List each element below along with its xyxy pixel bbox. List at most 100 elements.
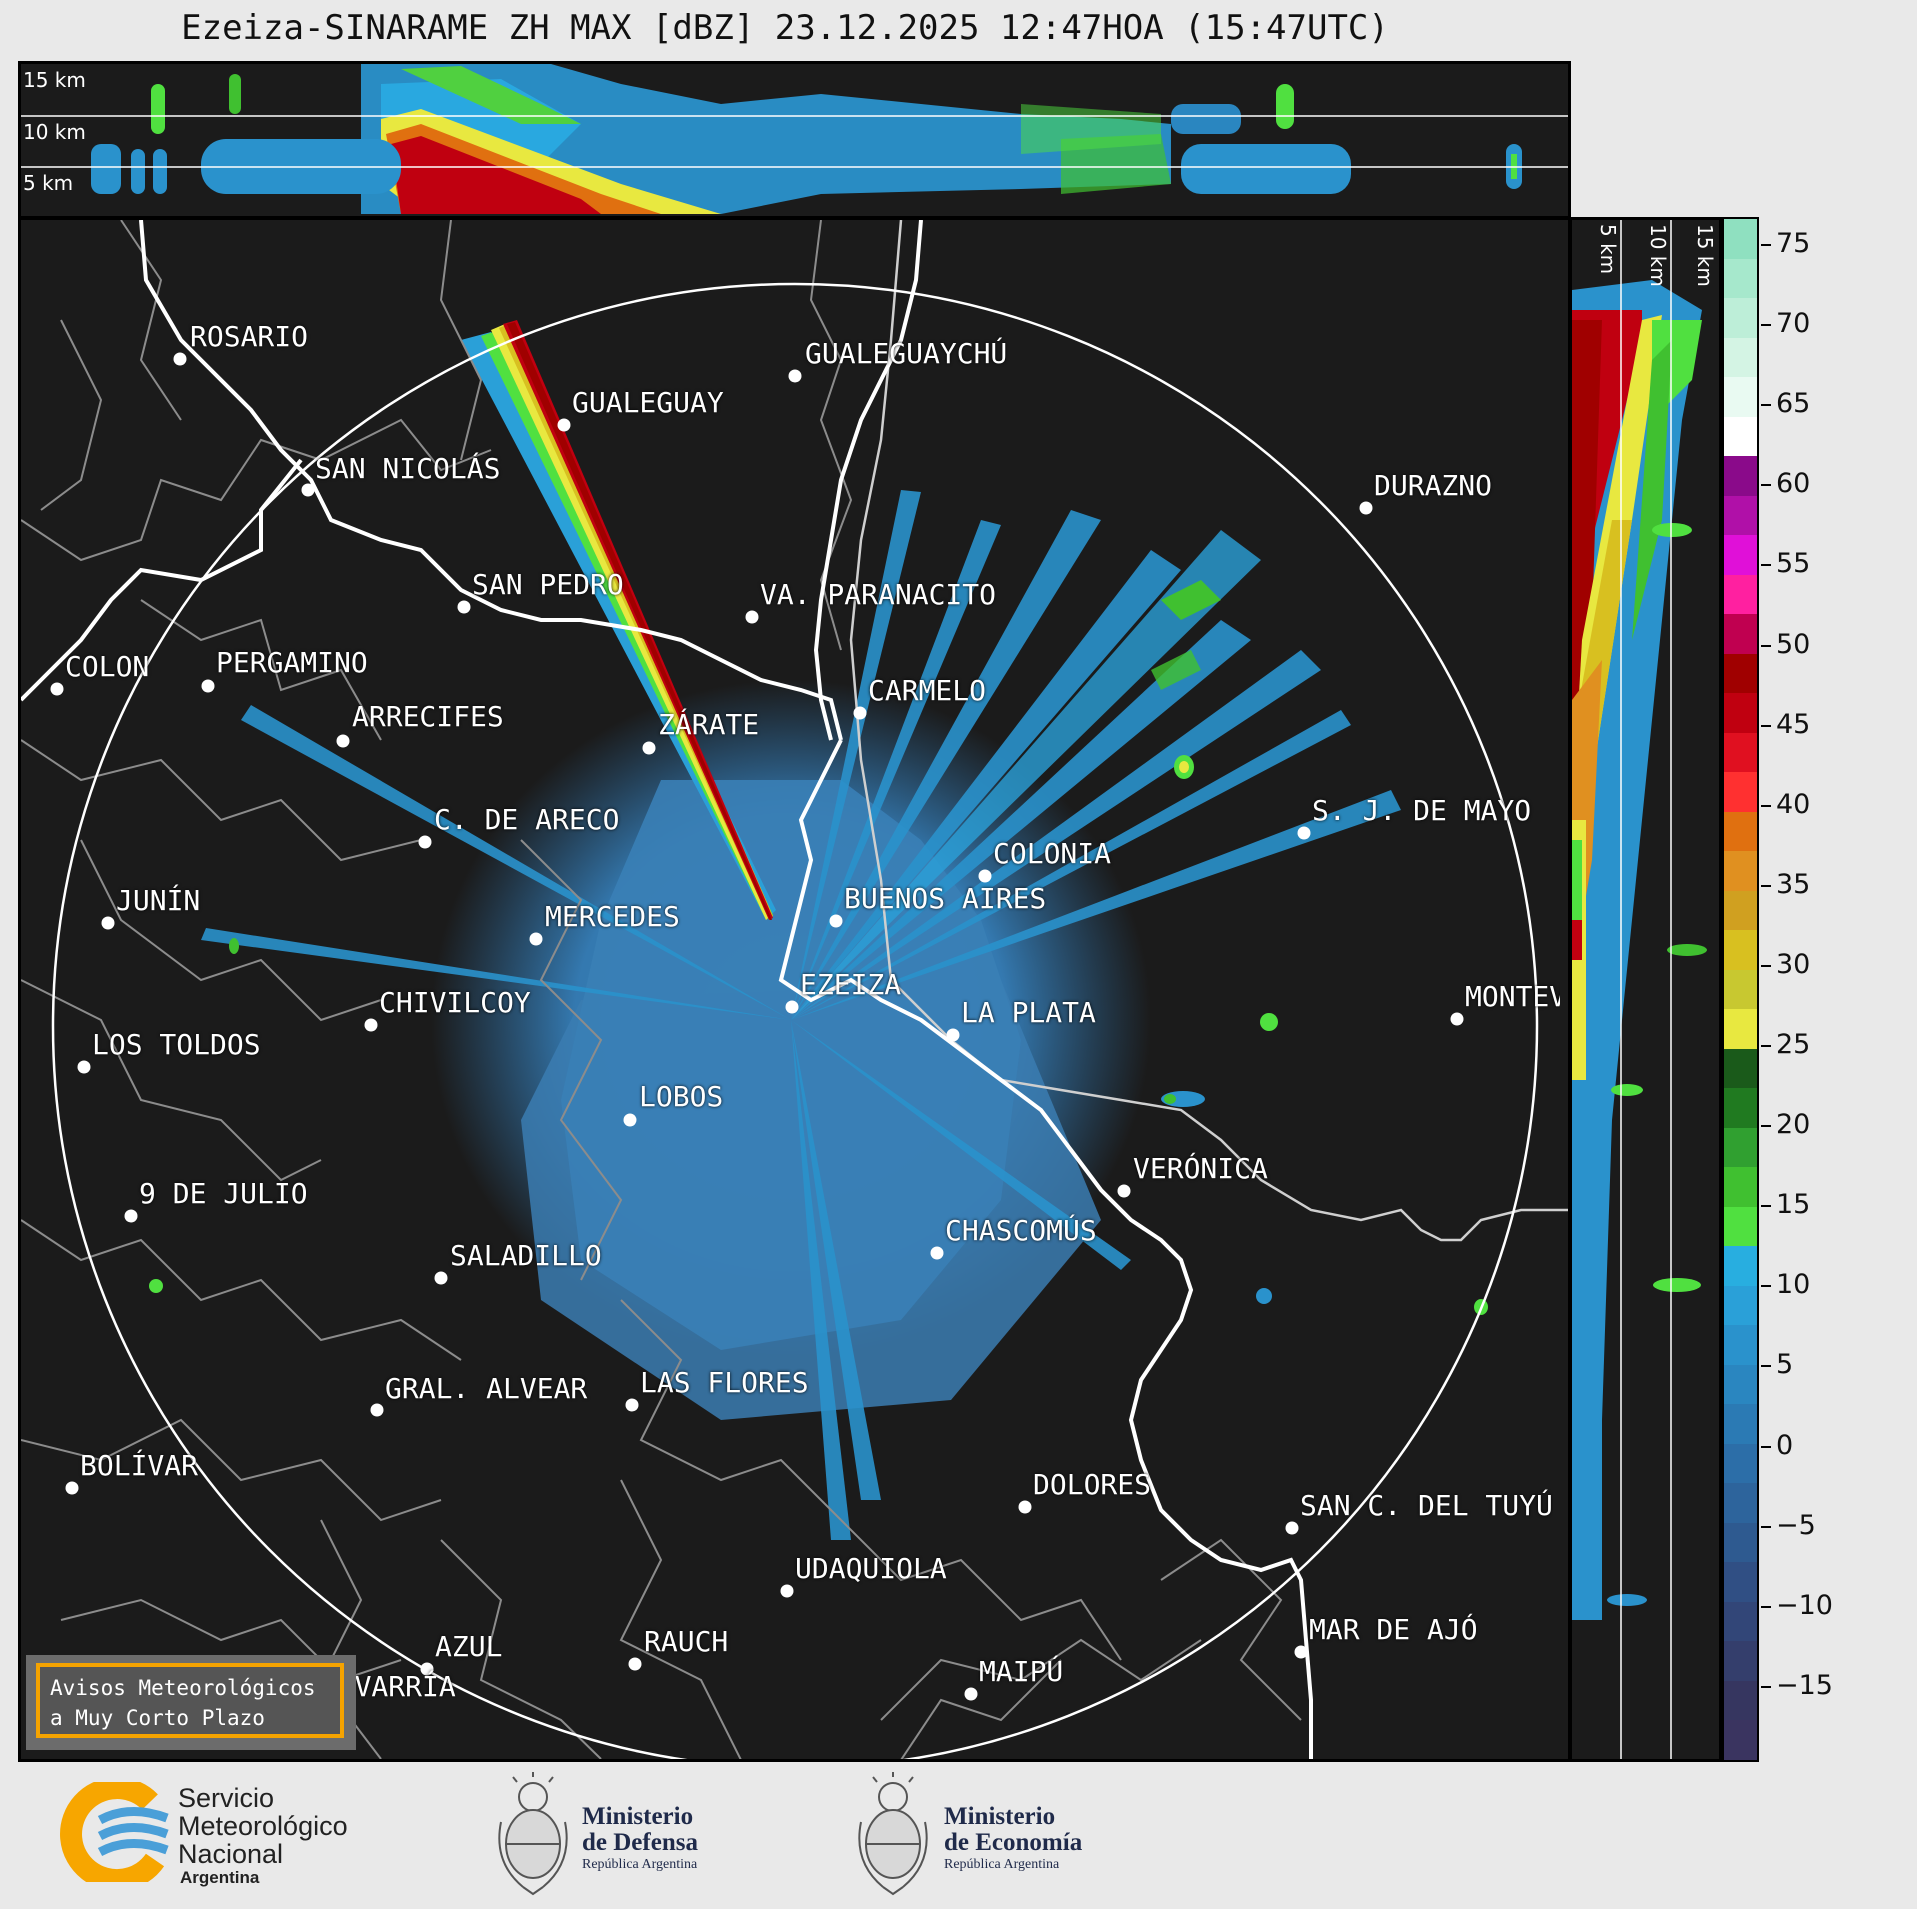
colorbar-segment — [1724, 1483, 1757, 1524]
colorbar-segment — [1724, 1562, 1757, 1603]
city-label: C. DE ARECO — [434, 803, 620, 836]
colorbar-segment — [1724, 1325, 1757, 1366]
city-label: CHIVILCOY — [379, 986, 531, 1019]
colorbar-segment — [1724, 772, 1757, 813]
city-marker — [370, 1403, 384, 1417]
city-marker — [745, 610, 759, 624]
right-cross-section-panel: 5 km 10 km 15 km — [1569, 217, 1722, 1762]
city-marker — [557, 418, 571, 432]
city-label: MAR DE AJÓ — [1309, 1613, 1478, 1646]
aviso-box[interactable]: Avisos Meteorológicos a Muy Corto Plazo — [36, 1663, 344, 1738]
right-height-label-5km: 5 km — [1596, 224, 1620, 275]
city-marker — [625, 1398, 639, 1412]
radar-map-panel: ROSARIO GUALEGUAYCHÚ GUALEGUAY SAN NICOLÁS D… — [18, 217, 1571, 1762]
reflectivity-field — [149, 320, 1488, 1540]
colorbar-segment — [1724, 1601, 1757, 1643]
height-label-10km: 10 km — [23, 120, 86, 144]
city-label: CHASCOMÚS — [945, 1214, 1097, 1247]
city-marker — [173, 352, 187, 366]
city-marker — [124, 1209, 138, 1223]
colorbar-tick — [1761, 1605, 1771, 1608]
city-marker — [785, 1000, 799, 1014]
city-label: COLON — [65, 650, 150, 683]
city-marker — [780, 1584, 794, 1598]
city-marker — [1297, 826, 1311, 840]
colorbar-tick — [1761, 244, 1771, 246]
city-marker — [978, 869, 992, 883]
defensa-name: Ministerio de Defensa República Argentin… — [582, 1803, 698, 1873]
colorbar-tick-label: 75 — [1776, 228, 1811, 259]
city-label: AZUL — [435, 1630, 503, 1663]
city-marker — [964, 1687, 978, 1701]
city-marker — [301, 483, 315, 497]
radar-map-svg — [21, 220, 1568, 1759]
colorbar-segment — [1724, 574, 1757, 616]
colorbar-segment — [1724, 337, 1757, 379]
city-label: ZÁRATE — [658, 708, 760, 741]
height-label-5km: 5 km — [23, 171, 74, 195]
city-marker — [1285, 1521, 1299, 1535]
colorbar-segment — [1724, 930, 1757, 971]
colorbar-tick — [1761, 564, 1771, 567]
economia-name: Ministerio de Economía República Argenti… — [944, 1803, 1083, 1873]
right-height-label-15km: 15 km — [1693, 224, 1717, 287]
city-marker — [853, 706, 867, 720]
colorbar-segment — [1724, 298, 1757, 339]
colorbar-tick-label: 45 — [1776, 708, 1811, 740]
top-cross-section-panel: 15 km 10 km 5 km — [18, 61, 1571, 219]
city-label: RAUCH — [644, 1625, 729, 1658]
colorbar-segment — [1724, 456, 1757, 497]
city-label: VERÓNICA — [1133, 1152, 1268, 1185]
page-title: Ezeiza-SINARAME ZH MAX [dBZ] 23.12.2025 … — [181, 8, 1389, 48]
colorbar-segment — [1724, 535, 1757, 576]
colorbar-tick-label: 40 — [1776, 788, 1811, 820]
right-cross-section-echoes — [1572, 220, 1707, 1759]
city-label: GUALEGUAYCHÚ — [805, 337, 1008, 370]
smn-name: Servicio Meteorológico Nacional Argentin… — [178, 1783, 348, 1887]
aviso-line-2: a Muy Corto Plazo — [50, 1706, 265, 1730]
colorbar-segment — [1724, 693, 1757, 734]
coat-of-arms-icon — [498, 1772, 568, 1896]
range-ring — [51, 282, 1539, 1759]
city-label: S. J. DE MAYO — [1312, 794, 1532, 827]
colorbar-segment — [1724, 1443, 1757, 1485]
city-label: BOLÍVAR — [80, 1449, 199, 1482]
colorbar-tick-label: 10 — [1776, 1269, 1811, 1301]
city-label: MONTEVIDEO — [1465, 980, 1560, 1013]
city-marker — [457, 600, 471, 614]
colorbar-segment — [1724, 1285, 1757, 1327]
colorbar-segment — [1724, 1522, 1757, 1564]
city-marker — [788, 369, 802, 383]
colorbar-tick — [1761, 1685, 1771, 1688]
smn-logo-icon — [60, 1782, 169, 1882]
right-height-label-10km: 10 km — [1646, 224, 1670, 287]
colorbar-tick-label: 70 — [1776, 308, 1811, 340]
city-label: DURAZNO — [1374, 469, 1493, 502]
colorbar-segment — [1724, 258, 1757, 299]
city-label: LOS TOLDOS — [92, 1028, 261, 1061]
colorbar-tick-label: 35 — [1776, 868, 1811, 900]
colorbar-tick — [1761, 964, 1771, 967]
colorbar-segment — [1724, 851, 1757, 892]
city-label: CARMELO — [868, 674, 987, 707]
uruguay-border — [849, 220, 1568, 1242]
colorbar-tick — [1761, 1525, 1771, 1528]
colorbar-segment — [1724, 653, 1757, 695]
aviso-line-1: Avisos Meteorológicos — [50, 1676, 316, 1700]
city-marker — [1450, 1012, 1464, 1026]
colorbar-tick-label: 30 — [1776, 948, 1811, 980]
colorbar-tick-label: 15 — [1776, 1189, 1811, 1221]
city-marker — [77, 1060, 91, 1074]
city-label: DOLORES — [1033, 1468, 1152, 1501]
colorbar-segment — [1724, 890, 1757, 932]
colorbar-tick — [1761, 1445, 1771, 1448]
province-borders — [21, 220, 1302, 1759]
colorbar-segment — [1724, 1364, 1757, 1406]
city-marker — [364, 1018, 378, 1032]
city-marker — [628, 1657, 642, 1671]
city-label: UDAQUIOLA — [795, 1552, 947, 1585]
city-marker — [829, 914, 843, 928]
city-label: COLONIA — [993, 837, 1112, 870]
colorbar-segment — [1724, 1404, 1757, 1445]
city-label: MAIPÚ — [979, 1655, 1064, 1688]
